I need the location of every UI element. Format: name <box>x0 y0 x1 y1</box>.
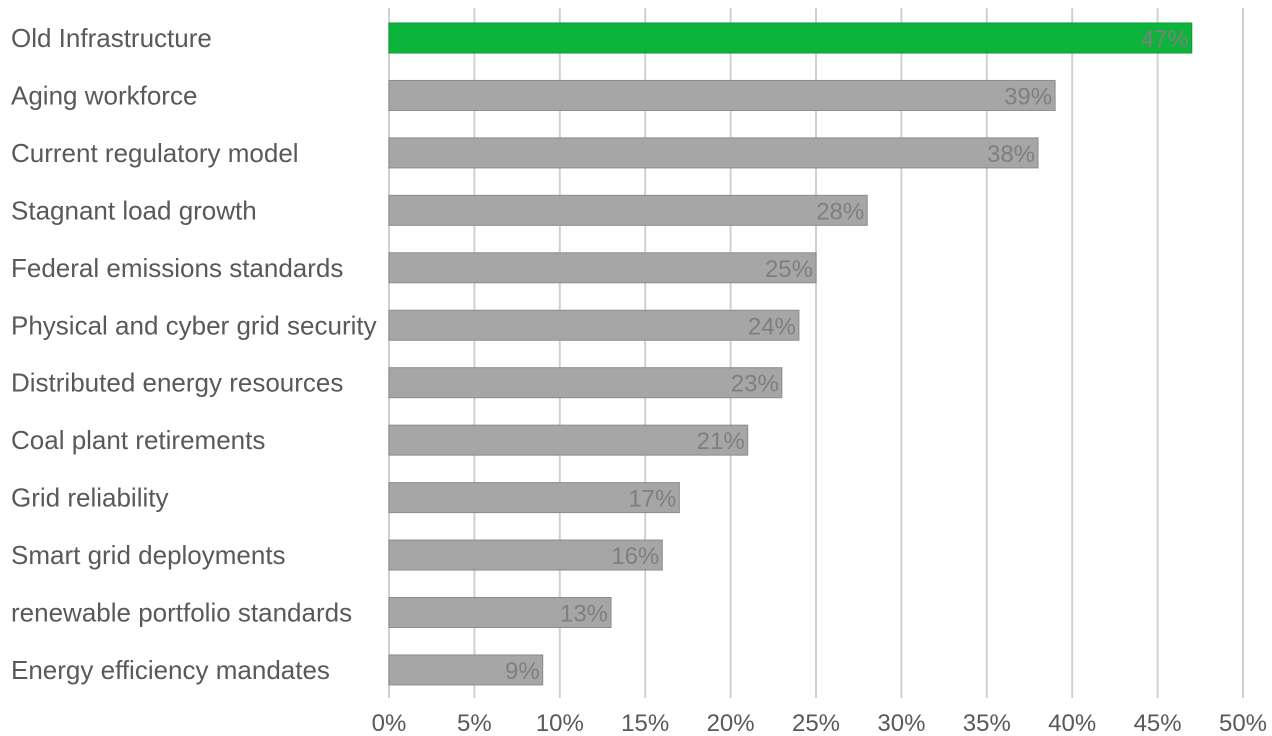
bar <box>388 22 1193 54</box>
data-label: 23% <box>731 371 779 398</box>
bar <box>388 79 1056 111</box>
category-label: Energy efficiency mandates <box>11 655 330 685</box>
x-tick-label: 50% <box>1219 710 1267 736</box>
category-label: Aging workforce <box>11 80 197 110</box>
bars <box>388 22 1193 686</box>
bar <box>388 482 680 514</box>
x-tick-label: 10% <box>536 710 584 736</box>
bar <box>388 137 1039 169</box>
data-label: 24% <box>748 313 796 340</box>
bar <box>388 597 612 628</box>
bar <box>388 367 783 399</box>
bar <box>388 424 749 456</box>
x-tick-label: 0% <box>372 710 407 736</box>
bar <box>388 309 800 341</box>
x-tick-label: 40% <box>1048 710 1096 736</box>
data-label: 13% <box>560 601 608 628</box>
grid-lines <box>388 8 1244 698</box>
category-label: Old Infrastructure <box>11 23 212 53</box>
data-label: 9% <box>505 658 540 685</box>
category-label: Federal emissions standards <box>11 253 343 283</box>
data-label: 21% <box>697 428 745 455</box>
x-tick-label: 30% <box>877 710 925 736</box>
data-label: 39% <box>1004 83 1052 110</box>
category-label: Grid reliability <box>11 483 169 513</box>
category-label: Current regulatory model <box>11 138 299 168</box>
x-tick-label: 45% <box>1134 710 1182 736</box>
data-label: 47% <box>1141 26 1189 53</box>
x-axis-tick-labels: 0% 5% 10% 15% 20% 25% 30% 35% 40% 45% 50% <box>372 710 1267 736</box>
category-label: Physical and cyber grid security <box>11 310 377 340</box>
category-label: Smart grid deployments <box>11 540 286 570</box>
x-tick-label: 5% <box>457 710 492 736</box>
x-tick-label: 35% <box>963 710 1011 736</box>
data-label: 25% <box>765 256 813 283</box>
category-label: Stagnant load growth <box>11 195 257 225</box>
category-label: Distributed energy resources <box>11 368 343 398</box>
category-label: Coal plant retirements <box>11 425 265 455</box>
bar <box>388 539 663 571</box>
category-labels: Old Infrastructure Aging workforce Current… <box>11 23 377 685</box>
bar <box>388 194 868 226</box>
data-label: 28% <box>816 198 864 225</box>
data-labels: 47% 39% 38% 28% 25% 24% 23% 21% 17% 16% 13% 9% <box>505 26 1189 685</box>
bar <box>388 252 817 284</box>
data-label: 17% <box>628 486 676 513</box>
category-label: renewable portfolio standards <box>11 598 352 628</box>
x-tick-label: 25% <box>792 710 840 736</box>
x-tick-label: 20% <box>707 710 755 736</box>
data-label: 38% <box>987 141 1035 168</box>
data-label: 16% <box>611 543 659 570</box>
bar <box>388 654 544 686</box>
x-tick-label: 15% <box>621 710 669 736</box>
